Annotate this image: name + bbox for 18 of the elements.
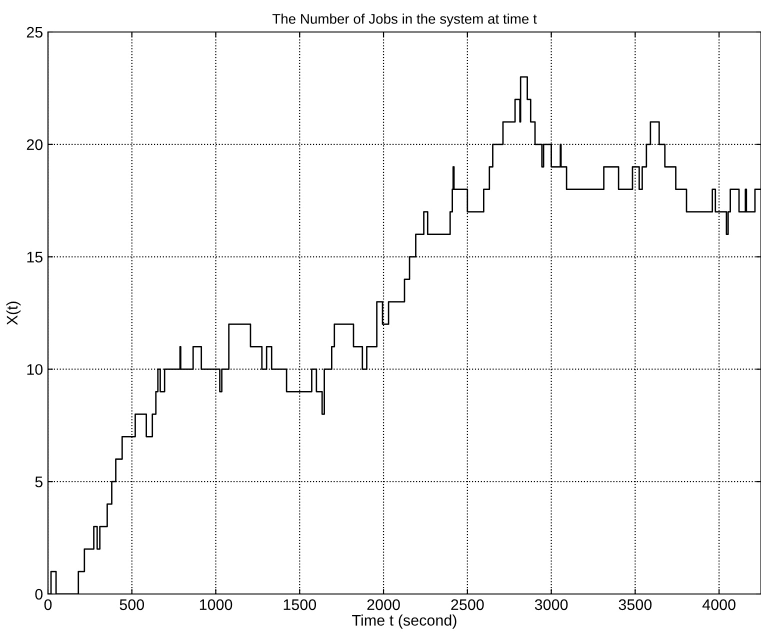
chart-title: The Number of Jobs in the system at time t xyxy=(272,14,537,27)
x-tick-label: 1000 xyxy=(200,599,232,610)
x-tick-label: 500 xyxy=(120,599,144,610)
y-tick-label: 5 xyxy=(35,476,42,488)
y-tick-label: 15 xyxy=(27,252,42,262)
x-tick-label: 2500 xyxy=(451,599,484,610)
x-tick-label: 3000 xyxy=(534,599,568,610)
x-tick-label: 2000 xyxy=(367,599,400,610)
x-tick-label: 4000 xyxy=(702,599,736,610)
x-tick-label: 1500 xyxy=(284,599,316,610)
x-axis-title: Time t (second) xyxy=(352,614,456,629)
x-tick-label: 0 xyxy=(44,599,52,610)
y-tick-label: 0 xyxy=(35,588,43,600)
y-tick-label: 25 xyxy=(26,26,42,38)
y-tick-label: 20 xyxy=(26,139,43,150)
x-tick-label: 3500 xyxy=(618,599,652,610)
y-tick-label: 10 xyxy=(27,364,43,375)
y-axis-title: X(t) xyxy=(6,302,21,325)
